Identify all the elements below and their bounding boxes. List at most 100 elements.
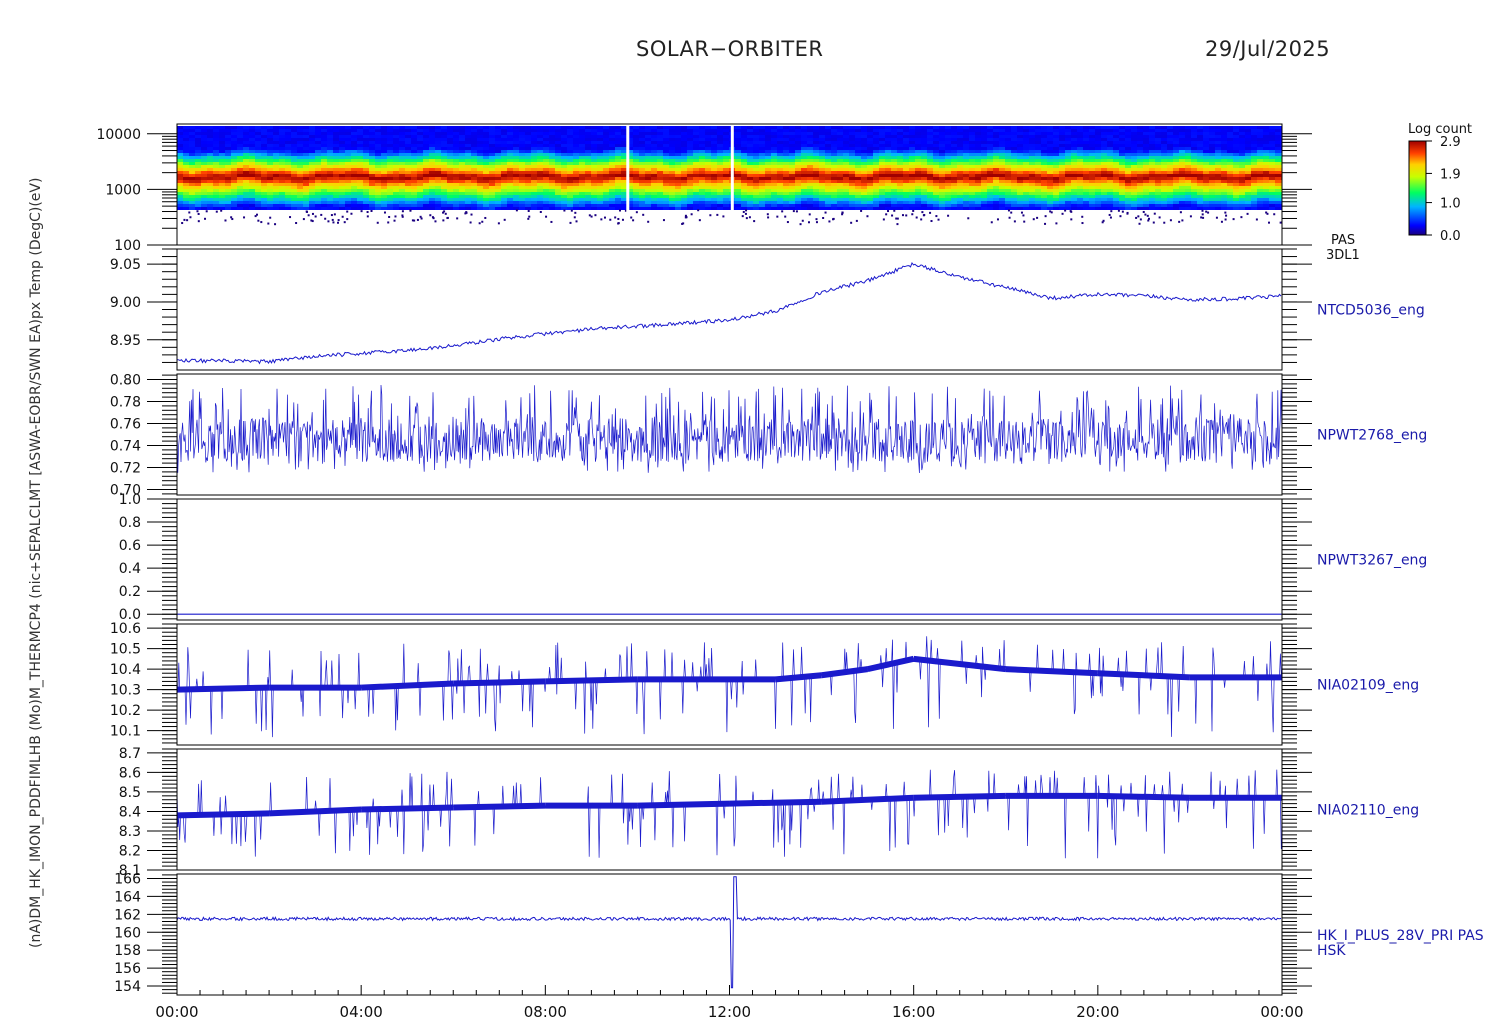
spectrogram-cell bbox=[597, 168, 603, 171]
spectrogram-cell bbox=[387, 162, 393, 165]
spectrogram-cell bbox=[1083, 207, 1089, 210]
spectrogram-cell bbox=[957, 192, 963, 195]
spectrogram-cell bbox=[687, 156, 693, 159]
spectrogram-cell bbox=[615, 150, 621, 153]
spectrogram-cell bbox=[435, 162, 441, 165]
spectrogram-cell bbox=[183, 180, 189, 183]
spectrogram-cell bbox=[519, 198, 525, 201]
spectrogram-cell bbox=[651, 147, 657, 150]
spectrogram-cell bbox=[573, 186, 579, 189]
spectrogram-cell bbox=[1155, 126, 1161, 129]
spectrogram-cell bbox=[855, 180, 861, 183]
spectrogram-cell bbox=[321, 153, 327, 156]
spectrogram-cell bbox=[1017, 174, 1023, 177]
spectrogram-cell bbox=[261, 144, 267, 147]
spectrogram-cell bbox=[321, 183, 327, 186]
spectrogram-cell bbox=[837, 183, 843, 186]
spectrogram-cell bbox=[939, 189, 945, 192]
spectrogram-cell bbox=[405, 165, 411, 168]
spectrogram-cell bbox=[1137, 132, 1143, 135]
spectrogram-cell bbox=[1221, 207, 1227, 210]
spectrogram-cell bbox=[363, 171, 369, 174]
spectrogram-cell bbox=[645, 141, 651, 144]
spectrogram-cell bbox=[741, 162, 747, 165]
spectrogram-cell bbox=[363, 189, 369, 192]
spectrogram-cell bbox=[981, 168, 987, 171]
spectrogram-cell bbox=[483, 186, 489, 189]
spectrogram-cell bbox=[213, 144, 219, 147]
spectrogram-cell bbox=[783, 204, 789, 207]
spectrogram-cell bbox=[1065, 177, 1071, 180]
spectrogram-cell bbox=[831, 189, 837, 192]
spectrogram-cell bbox=[603, 189, 609, 192]
spectrogram-cell bbox=[1065, 180, 1071, 183]
spectrogram-cell bbox=[831, 126, 837, 129]
spectrogram-cell bbox=[789, 174, 795, 177]
spectrogram-cell bbox=[411, 132, 417, 135]
spectrogram-cell bbox=[861, 192, 867, 195]
spectrogram-cell bbox=[963, 201, 969, 204]
spectrogram-cell bbox=[423, 156, 429, 159]
spectrogram-cell bbox=[597, 126, 603, 129]
spectrogram-cell bbox=[1089, 177, 1095, 180]
spectrogram-cell bbox=[1029, 207, 1035, 210]
spectrogram-cell bbox=[1203, 153, 1209, 156]
spectrogram-cell bbox=[861, 186, 867, 189]
spectrogram-cell bbox=[1191, 129, 1197, 132]
spectrogram-cell bbox=[1209, 171, 1215, 174]
spectrogram-cell bbox=[723, 165, 729, 168]
spectrogram-cell bbox=[951, 132, 957, 135]
spectrogram-cell bbox=[519, 207, 525, 210]
spectrogram-cell bbox=[309, 141, 315, 144]
spectrogram-cell bbox=[357, 171, 363, 174]
spectrogram-cell bbox=[183, 189, 189, 192]
spectrogram-cell bbox=[429, 195, 435, 198]
spectrogram-cell bbox=[681, 150, 687, 153]
spectrogram-cell bbox=[465, 159, 471, 162]
spectrogram-cell bbox=[723, 186, 729, 189]
spectrogram-cell bbox=[987, 156, 993, 159]
spectrogram-cell bbox=[849, 168, 855, 171]
spectrogram-cell bbox=[771, 201, 777, 204]
spectrogram-cell bbox=[411, 129, 417, 132]
spectrogram-cell bbox=[747, 198, 753, 201]
spectrogram-cell bbox=[1215, 186, 1221, 189]
spectrogram-cell bbox=[915, 135, 921, 138]
spectrogram-cell bbox=[1083, 189, 1089, 192]
spectrogram-cell bbox=[489, 129, 495, 132]
spectrogram-cell bbox=[609, 171, 615, 174]
spectrogram-cell bbox=[549, 156, 555, 159]
spectrogram-cell bbox=[417, 189, 423, 192]
spectrogram-cell bbox=[441, 198, 447, 201]
spectrogram-cell bbox=[1071, 174, 1077, 177]
spectrogram-cell bbox=[723, 141, 729, 144]
spectrogram-cell bbox=[1023, 174, 1029, 177]
spectrogram-cell bbox=[981, 135, 987, 138]
spectrogram-cell bbox=[579, 165, 585, 168]
spectrogram-cell bbox=[1137, 207, 1143, 210]
spectrogram-cell bbox=[1047, 204, 1053, 207]
spectrogram-cell bbox=[963, 192, 969, 195]
spectrogram-cell bbox=[711, 168, 717, 171]
spectrogram-cell bbox=[1209, 165, 1215, 168]
spectrogram-cell bbox=[1179, 126, 1185, 129]
spectrogram-cell bbox=[957, 153, 963, 156]
spectrogram-cell bbox=[1107, 180, 1113, 183]
spectrogram-cell bbox=[387, 129, 393, 132]
spectrogram-cell bbox=[495, 204, 501, 207]
spectrogram-cell bbox=[831, 174, 837, 177]
spectrogram-cell bbox=[861, 189, 867, 192]
spectrogram-cell bbox=[519, 126, 525, 129]
spectrogram-cell bbox=[915, 138, 921, 141]
spectrogram-cell bbox=[627, 144, 633, 147]
spectrogram-cell bbox=[183, 177, 189, 180]
spectrogram-cell bbox=[1011, 129, 1017, 132]
spectrogram-cell bbox=[753, 186, 759, 189]
spectrogram-cell bbox=[783, 132, 789, 135]
spectrogram-cell bbox=[405, 141, 411, 144]
spectrogram-cell bbox=[615, 183, 621, 186]
spectrogram-cell bbox=[303, 144, 309, 147]
spectrogram-cell bbox=[561, 141, 567, 144]
spectrogram-cell bbox=[735, 147, 741, 150]
spectrogram-cell bbox=[393, 198, 399, 201]
